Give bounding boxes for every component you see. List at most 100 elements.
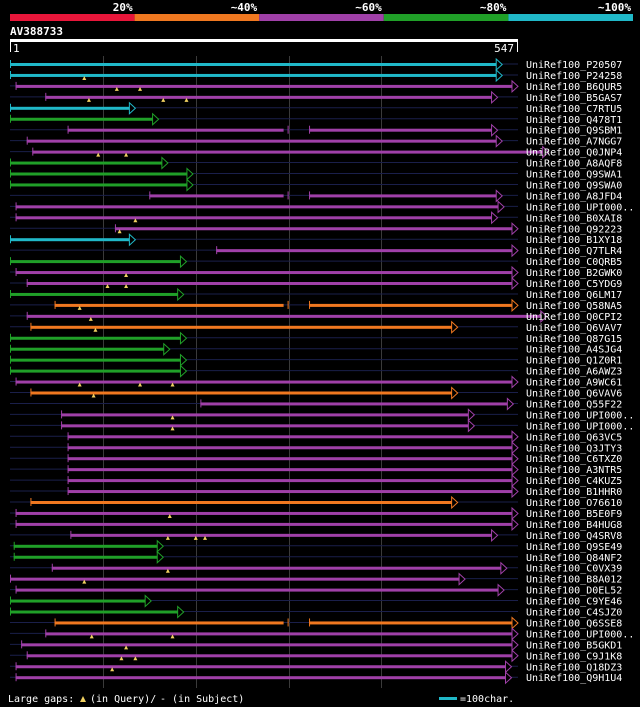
query-gap-marker (133, 218, 138, 223)
query-gap-marker (124, 273, 129, 278)
query-gap-marker (114, 86, 119, 91)
segment-end-arrow (511, 244, 519, 258)
hit-segment (10, 260, 182, 264)
query-gap-marker (89, 634, 94, 639)
segment-end-arrow (179, 353, 188, 367)
hit-label: UniRef100_Q84NF2 (526, 553, 622, 564)
hit-label: UniRef100_Q9SE49 (526, 542, 622, 553)
hit-segment (67, 479, 513, 483)
hit-row: UniRef100_UPI000.. (10, 200, 634, 214)
hit-row: UniRef100_Q18DZ3 (10, 660, 622, 674)
hit-label: UniRef100_Q4SRV8 (526, 531, 622, 542)
hit-row: UniRef100_B1HHR0 (10, 484, 622, 499)
legend-label: ~60% (355, 1, 382, 14)
segment-end-arrow (179, 331, 188, 345)
hit-label: UniRef100_D0EL52 (526, 586, 622, 597)
hit-row: UniRef100_Q3JTY3 (10, 441, 622, 455)
segment-end-arrow (511, 452, 519, 466)
hit-label: UniRef100_Q0JNP4 (526, 148, 622, 159)
hit-label: UniRef100_Q478T1 (526, 115, 622, 126)
hit-row: UniRef100_C0QRB5 (10, 254, 622, 269)
hit-segment (67, 490, 513, 494)
hit-row: UniRef100_Q63VC5 (10, 430, 622, 444)
segment-end-arrow (163, 342, 171, 356)
hit-label: UniRef100_B4HUG8 (526, 520, 622, 531)
query-gap-marker (138, 382, 143, 387)
segment-end-arrow (511, 265, 519, 280)
hit-row: UniRef100_UPI000.. (10, 408, 634, 422)
hit-row: UniRef100_Q9SBM1 (10, 123, 622, 137)
hit-label: UniRef100_B5E0F9 (526, 509, 622, 520)
hit-row: UniRef100_C9YE46 (10, 594, 622, 608)
hit-segment (10, 161, 163, 165)
segment-end-arrow (156, 550, 164, 564)
hit-row: UniRef100_Q9SWA1 (10, 167, 622, 181)
hit-segment (200, 402, 509, 406)
hit-row: UniRef100_Q0CPI2 (10, 309, 622, 323)
hit-row: UniRef100_A8JFD4 (10, 189, 622, 203)
query-gap-marker (165, 535, 170, 540)
hit-segment (309, 194, 498, 198)
query-line (10, 39, 518, 42)
hit-row: UniRef100_B0XAI8 (10, 211, 622, 225)
segment-end-arrow (458, 572, 466, 586)
query-gap-marker (80, 696, 86, 702)
hit-label: UniRef100_P24258 (526, 71, 622, 82)
segment-end-arrow (491, 123, 499, 137)
hit-segment (54, 303, 284, 307)
hit-row: UniRef100_B4HUG8 (10, 517, 622, 532)
hit-row: UniRef100_Q84NF2 (10, 550, 622, 564)
hit-segment (30, 325, 453, 329)
query-gap-marker (167, 513, 172, 518)
hit-label: UniRef100_A4SJG4 (526, 345, 622, 356)
hit-label: UniRef100_A8AQF8 (526, 159, 622, 170)
hit-row: UniRef100_Q7TLR4 (10, 244, 622, 258)
query-name: AV388733 (10, 25, 63, 38)
query-start-label: 1 (13, 42, 20, 55)
hit-label: UniRef100_Q1Z0R1 (526, 356, 622, 367)
hit-segment (67, 435, 513, 439)
hit-row: UniRef100_B5GAS7 (10, 90, 622, 104)
segment-end-arrow (511, 627, 519, 641)
hit-row: UniRef100_B1XY18 (10, 233, 622, 247)
query-gap-marker (138, 86, 143, 91)
hit-segment (114, 227, 513, 231)
hit-segment (26, 139, 498, 143)
hit-segment (10, 358, 182, 362)
hit-row: UniRef100_D0EL52 (10, 583, 622, 597)
hit-segment (51, 566, 502, 570)
hit-segment (15, 588, 500, 592)
hit-row: UniRef100_Q0JNP4 (10, 145, 622, 159)
segment-end-arrow (511, 430, 519, 444)
hit-label: UniRef100_Q0CPI2 (526, 312, 622, 323)
hit-label: UniRef100_B5GAS7 (526, 93, 622, 104)
hit-segment (10, 347, 165, 351)
segment-end-arrow (128, 233, 137, 247)
legend-swatch (134, 14, 260, 21)
segment-end-arrow (511, 638, 519, 652)
hit-row: UniRef100_B5E0F9 (10, 506, 622, 521)
legend-swatch (259, 14, 384, 21)
segment-end-arrow (495, 189, 503, 203)
hit-segment (45, 632, 513, 636)
hit-segment (32, 150, 544, 154)
hit-row: UniRef100_C7RTU5 (10, 101, 622, 115)
hit-segment (10, 73, 498, 77)
hit-segment (15, 84, 514, 88)
segment-end-arrow (500, 561, 508, 575)
segment-end-arrow (161, 156, 169, 170)
hit-row: UniRef100_Q58NA5 (10, 298, 622, 313)
query-gap-marker (170, 415, 175, 420)
gaps-label: Large gaps: (8, 694, 74, 705)
hit-segment (309, 621, 513, 625)
segment-end-arrow (504, 660, 513, 674)
legend-swatch (508, 14, 633, 21)
subject-gap-label: - (in Subject) (160, 694, 244, 705)
hit-segment (26, 314, 542, 318)
segment-end-arrow (511, 79, 519, 94)
query-end-label: 547 (494, 42, 514, 55)
segment-end-arrow (497, 583, 505, 597)
segment-end-arrow (491, 528, 499, 542)
hit-row: UniRef100_Q478T1 (10, 112, 622, 126)
legend-swatch (10, 14, 135, 21)
